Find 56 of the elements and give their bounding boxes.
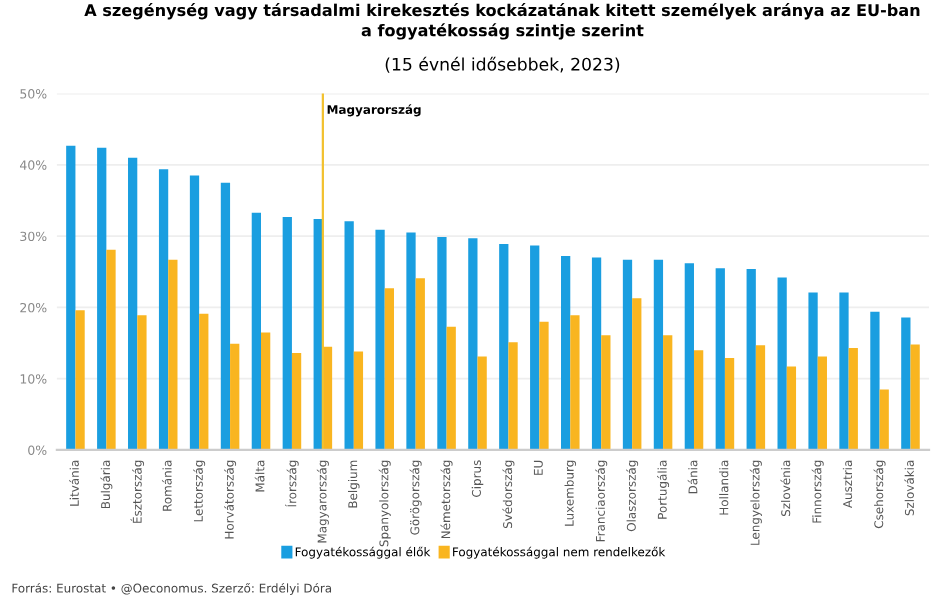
bar: [189, 175, 200, 450]
bar: [97, 147, 107, 450]
bar: [251, 212, 261, 450]
bar: [384, 288, 394, 450]
bar: [879, 389, 889, 450]
bar: [137, 315, 147, 450]
bar: [437, 236, 447, 450]
bar: [66, 145, 76, 450]
bar: [808, 292, 818, 450]
bar: [106, 249, 116, 450]
bar: [375, 229, 385, 450]
bar: [168, 259, 178, 450]
bar: [901, 317, 911, 450]
bar: [693, 350, 704, 450]
bar: [848, 348, 858, 450]
bar: [530, 245, 540, 450]
bar: [653, 259, 664, 450]
bar: [684, 263, 694, 450]
bar: [755, 345, 766, 450]
bar: [75, 310, 85, 450]
bar: [777, 277, 787, 450]
bar: [468, 238, 478, 450]
bar: [499, 244, 509, 450]
bar: [561, 256, 571, 450]
bar: [817, 356, 827, 450]
bar: [746, 268, 756, 450]
chart-subtitle: (15 évnél idősebbek, 2023): [385, 56, 620, 73]
bar: [446, 326, 456, 450]
bar: [415, 278, 425, 450]
bar: [870, 311, 880, 450]
bar: [632, 298, 642, 450]
bar: [715, 268, 725, 450]
bar: [622, 259, 633, 450]
bar: [282, 216, 292, 450]
bar: [570, 315, 580, 450]
chart-title: A szegénység vagy társadalmi kirekesztés kockázatának kitett személyek aránya az EU-ban a fogyatékosság szintje szerint: [84, 3, 920, 40]
bar: [344, 221, 354, 450]
bar: [786, 366, 797, 450]
bar: [230, 343, 240, 450]
bar: [128, 157, 138, 450]
bar: [477, 356, 487, 450]
bar: [539, 321, 549, 450]
bar: [220, 182, 231, 450]
bar: [663, 335, 673, 450]
bar: [839, 292, 849, 450]
bar: [591, 257, 602, 450]
bar: [406, 232, 416, 450]
bar: [353, 351, 364, 450]
bar: [261, 332, 271, 450]
bar: [158, 169, 169, 450]
bar: [724, 358, 735, 450]
bar: [601, 335, 611, 450]
bar: [910, 344, 920, 450]
bar: [508, 342, 518, 450]
bar: [291, 353, 302, 450]
bar: [199, 313, 209, 450]
